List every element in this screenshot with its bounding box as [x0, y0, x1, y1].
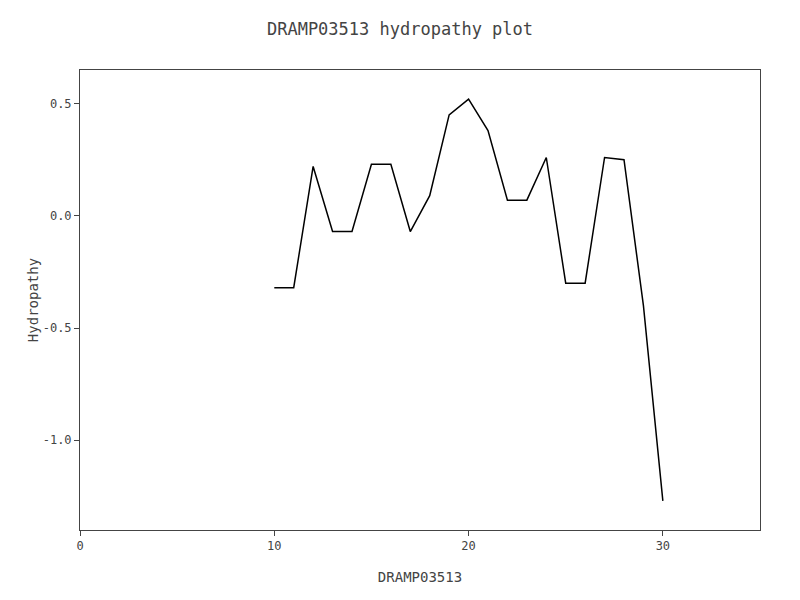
svg-text:0.5: 0.5 — [50, 97, 72, 111]
svg-text:DRAMP03513: DRAMP03513 — [378, 569, 462, 585]
svg-text:-1.0: -1.0 — [43, 433, 72, 447]
svg-text:0.0: 0.0 — [50, 209, 72, 223]
svg-text:30: 30 — [656, 539, 670, 553]
svg-text:Hydropathy: Hydropathy — [25, 258, 41, 342]
svg-text:20: 20 — [461, 539, 475, 553]
svg-text:10: 10 — [267, 539, 281, 553]
svg-text:DRAMP03513 hydropathy plot: DRAMP03513 hydropathy plot — [267, 19, 533, 39]
svg-text:0: 0 — [76, 539, 83, 553]
svg-text:-0.5: -0.5 — [43, 321, 72, 335]
